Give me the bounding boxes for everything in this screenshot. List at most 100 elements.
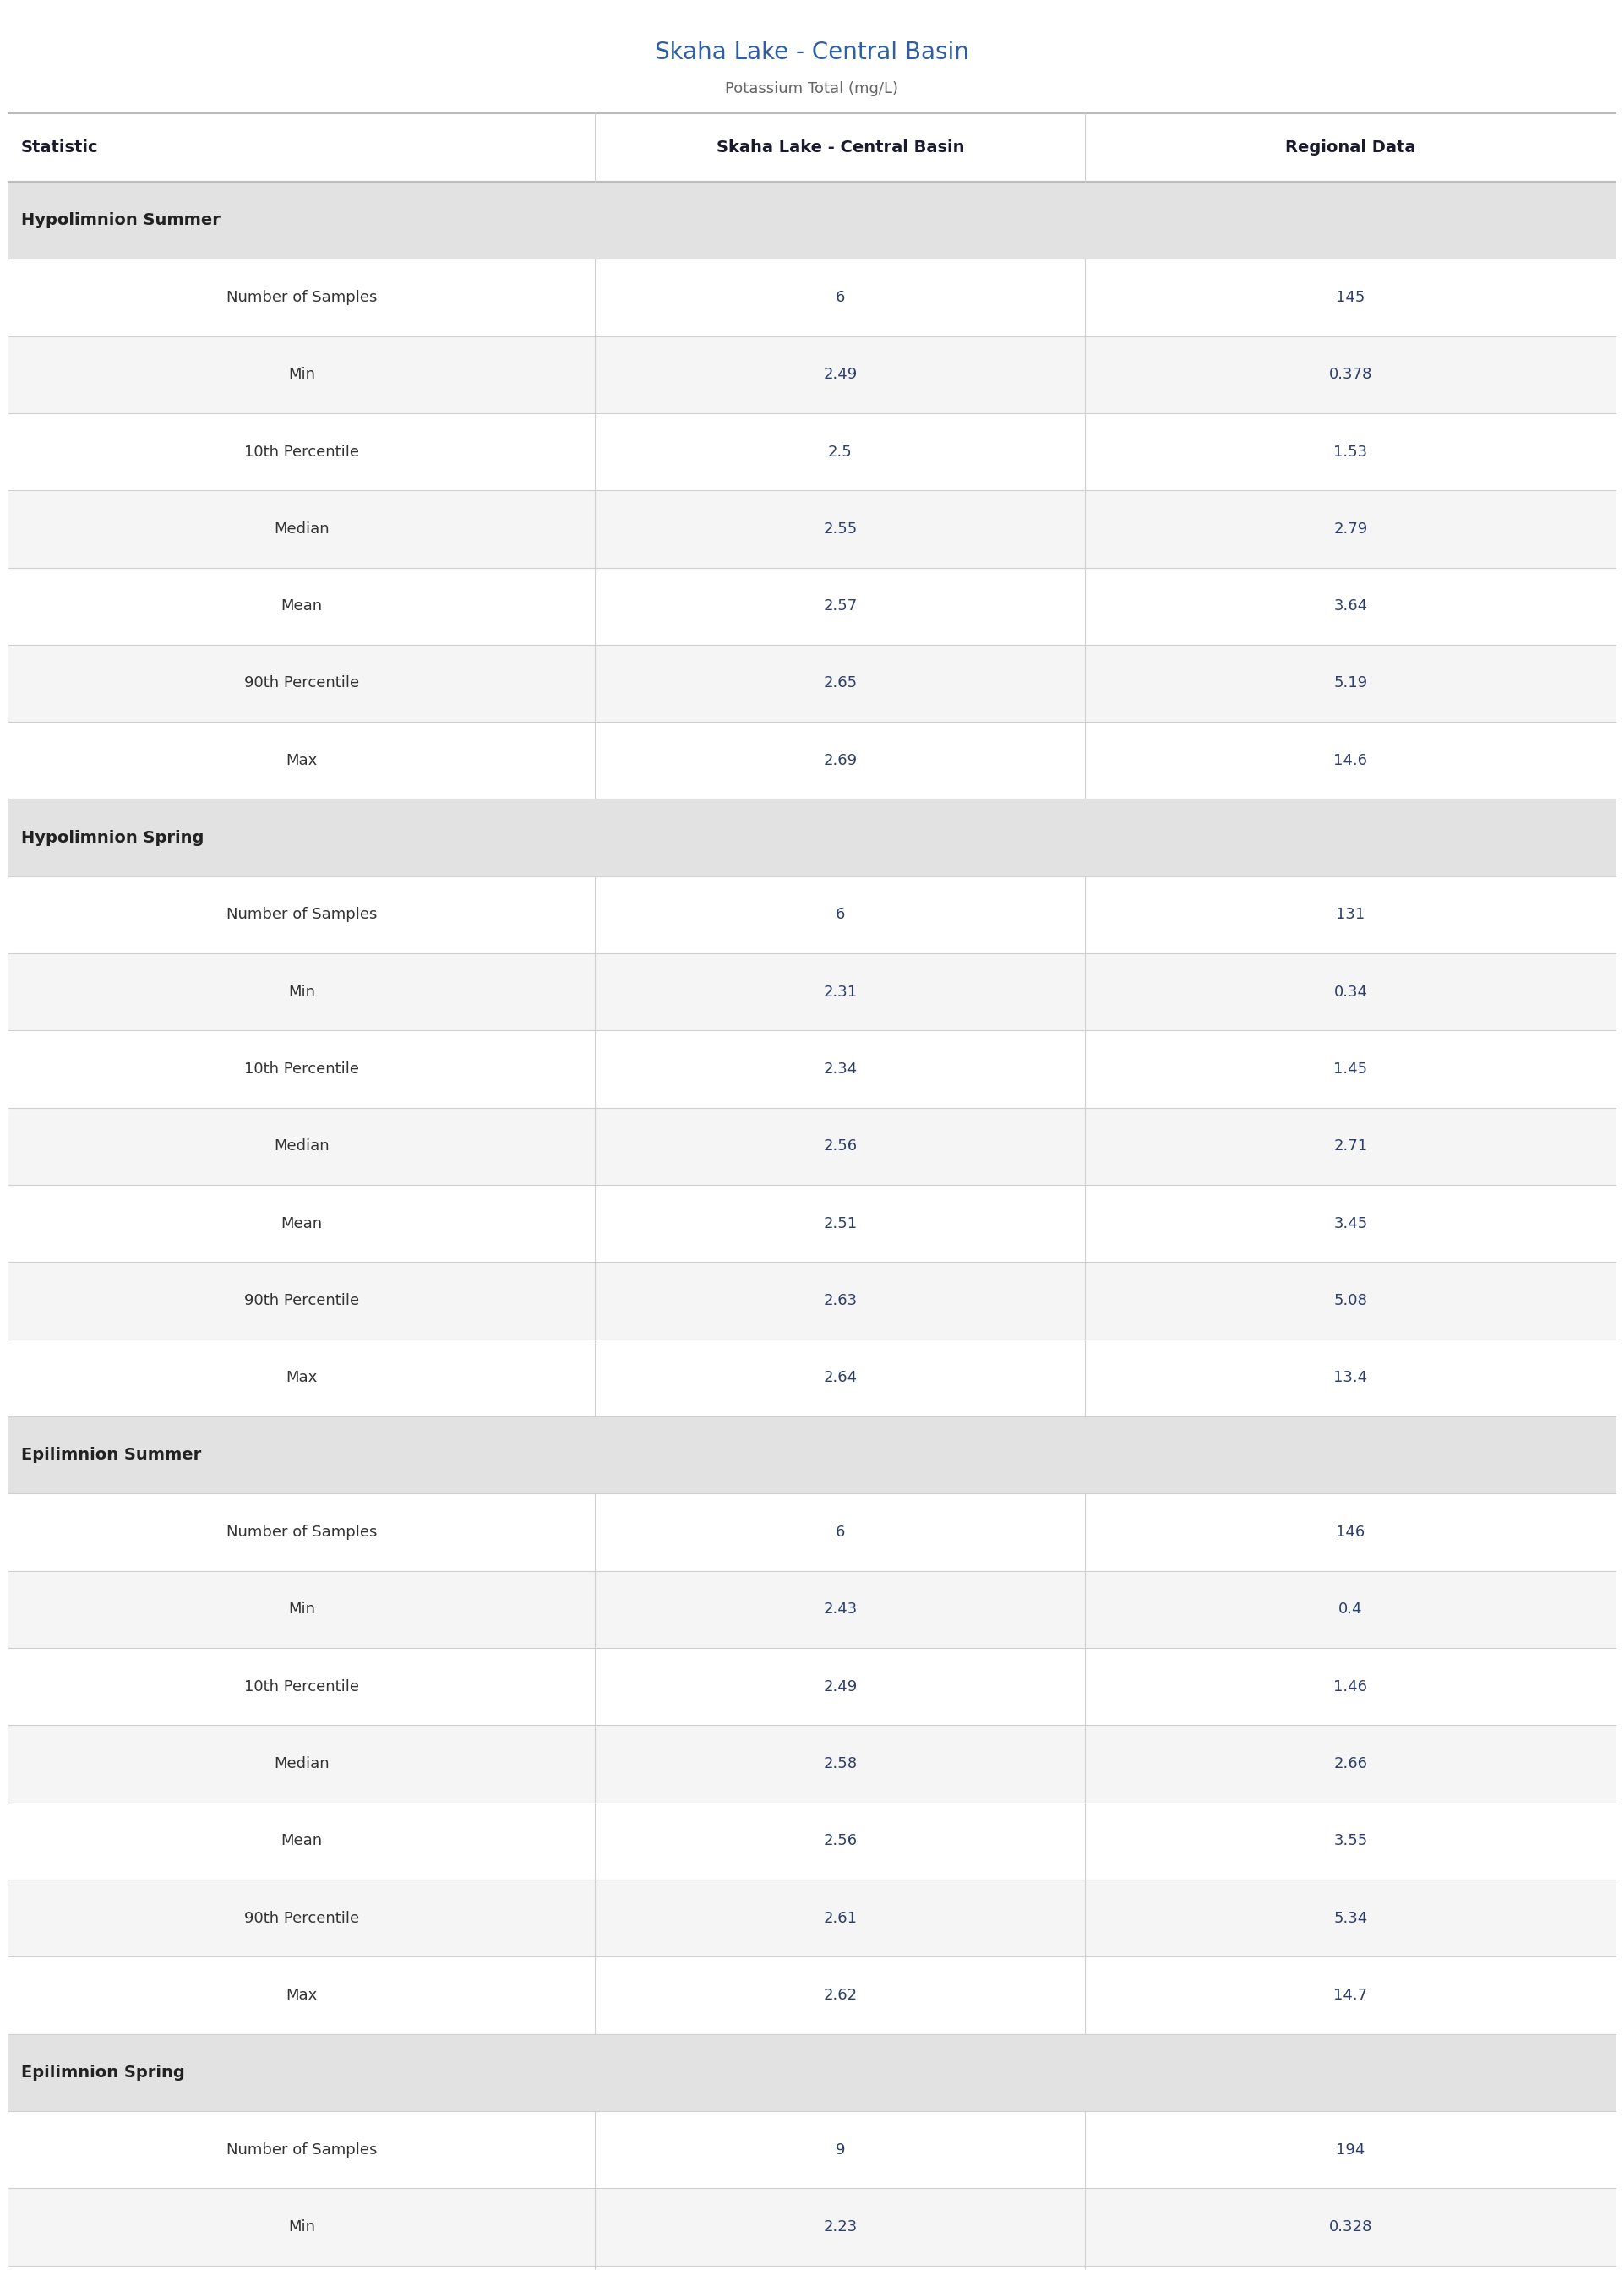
Bar — [8, 1108, 1616, 1185]
Bar — [8, 876, 1616, 953]
Bar — [8, 953, 1616, 1031]
Bar — [8, 336, 1616, 413]
Text: 2.55: 2.55 — [823, 522, 857, 536]
Bar — [8, 2188, 1616, 2265]
Text: 145: 145 — [1337, 291, 1366, 304]
Text: Statistic: Statistic — [21, 138, 99, 157]
Text: 6: 6 — [835, 291, 844, 304]
Text: 3.45: 3.45 — [1333, 1217, 1367, 1230]
Bar — [8, 2265, 1616, 2270]
Text: Skaha Lake - Central Basin: Skaha Lake - Central Basin — [654, 41, 970, 64]
Text: 2.56: 2.56 — [823, 1140, 857, 1153]
Bar — [8, 1725, 1616, 1802]
Text: Regional Data: Regional Data — [1285, 138, 1416, 157]
Text: 2.64: 2.64 — [823, 1371, 857, 1385]
Text: 2.65: 2.65 — [823, 676, 857, 690]
Text: 90th Percentile: 90th Percentile — [244, 676, 359, 690]
Text: 2.71: 2.71 — [1333, 1140, 1367, 1153]
Text: Hypolimnion Spring: Hypolimnion Spring — [21, 829, 205, 847]
Text: 194: 194 — [1337, 2143, 1366, 2156]
Text: Median: Median — [274, 522, 330, 536]
Text: 9: 9 — [835, 2143, 844, 2156]
Text: 3.55: 3.55 — [1333, 1834, 1367, 1848]
Bar — [8, 1262, 1616, 1339]
Bar — [8, 114, 1616, 182]
Text: Min: Min — [287, 985, 315, 999]
Bar — [8, 413, 1616, 490]
Text: 10th Percentile: 10th Percentile — [244, 445, 359, 459]
Text: 90th Percentile: 90th Percentile — [244, 1911, 359, 1925]
Bar — [8, 182, 1616, 259]
Bar — [8, 1494, 1616, 1571]
Text: 1.46: 1.46 — [1333, 1680, 1367, 1693]
Text: 2.56: 2.56 — [823, 1834, 857, 1848]
Text: Epilimnion Spring: Epilimnion Spring — [21, 2063, 185, 2082]
Text: 14.6: 14.6 — [1333, 754, 1367, 767]
Bar — [8, 490, 1616, 568]
Text: 5.08: 5.08 — [1333, 1294, 1367, 1308]
Text: Number of Samples: Number of Samples — [226, 2143, 377, 2156]
Text: 1.45: 1.45 — [1333, 1062, 1367, 1076]
Text: 13.4: 13.4 — [1333, 1371, 1367, 1385]
Text: 1.53: 1.53 — [1333, 445, 1367, 459]
Text: Mean: Mean — [281, 1834, 322, 1848]
Bar — [8, 645, 1616, 722]
Bar — [8, 2034, 1616, 2111]
Bar — [8, 722, 1616, 799]
Text: Epilimnion Summer: Epilimnion Summer — [21, 1446, 201, 1464]
Text: 6: 6 — [835, 1525, 844, 1539]
Bar — [8, 1802, 1616, 1880]
Text: 6: 6 — [835, 908, 844, 922]
Text: 2.31: 2.31 — [823, 985, 857, 999]
Text: 2.63: 2.63 — [823, 1294, 857, 1308]
Text: 10th Percentile: 10th Percentile — [244, 1680, 359, 1693]
Text: Number of Samples: Number of Samples — [226, 908, 377, 922]
Text: 2.61: 2.61 — [823, 1911, 857, 1925]
Text: 5.19: 5.19 — [1333, 676, 1367, 690]
Text: 2.62: 2.62 — [823, 1989, 857, 2002]
Text: Median: Median — [274, 1140, 330, 1153]
Text: 2.51: 2.51 — [823, 1217, 857, 1230]
Text: 5.34: 5.34 — [1333, 1911, 1367, 1925]
Text: Max: Max — [286, 754, 317, 767]
Text: 3.64: 3.64 — [1333, 599, 1367, 613]
Bar — [8, 1571, 1616, 1648]
Bar — [8, 1957, 1616, 2034]
Text: 14.7: 14.7 — [1333, 1989, 1367, 2002]
Text: Median: Median — [274, 1757, 330, 1771]
Text: Mean: Mean — [281, 1217, 322, 1230]
Text: 2.49: 2.49 — [823, 368, 857, 381]
Bar — [8, 1339, 1616, 1416]
Text: 2.23: 2.23 — [823, 2220, 857, 2234]
Text: 2.49: 2.49 — [823, 1680, 857, 1693]
Bar — [8, 259, 1616, 336]
Text: 131: 131 — [1337, 908, 1366, 922]
Text: Max: Max — [286, 1371, 317, 1385]
Bar — [8, 1031, 1616, 1108]
Text: 2.58: 2.58 — [823, 1757, 857, 1771]
Text: 2.5: 2.5 — [828, 445, 853, 459]
Text: Number of Samples: Number of Samples — [226, 1525, 377, 1539]
Text: 2.79: 2.79 — [1333, 522, 1367, 536]
Text: 0.4: 0.4 — [1338, 1603, 1363, 1616]
Text: Min: Min — [287, 2220, 315, 2234]
Text: Min: Min — [287, 1603, 315, 1616]
Text: 0.34: 0.34 — [1333, 985, 1367, 999]
Text: 90th Percentile: 90th Percentile — [244, 1294, 359, 1308]
Bar — [8, 568, 1616, 645]
Text: 2.57: 2.57 — [823, 599, 857, 613]
Bar — [8, 1648, 1616, 1725]
Text: 2.66: 2.66 — [1333, 1757, 1367, 1771]
Text: Min: Min — [287, 368, 315, 381]
Text: Skaha Lake - Central Basin: Skaha Lake - Central Basin — [716, 138, 965, 157]
Text: 2.34: 2.34 — [823, 1062, 857, 1076]
Text: Max: Max — [286, 1989, 317, 2002]
Text: 2.69: 2.69 — [823, 754, 857, 767]
Text: Mean: Mean — [281, 599, 322, 613]
Bar — [8, 2111, 1616, 2188]
Bar — [8, 799, 1616, 876]
Text: Number of Samples: Number of Samples — [226, 291, 377, 304]
Text: Hypolimnion Summer: Hypolimnion Summer — [21, 211, 221, 229]
Text: 0.378: 0.378 — [1328, 368, 1372, 381]
Text: 10th Percentile: 10th Percentile — [244, 1062, 359, 1076]
